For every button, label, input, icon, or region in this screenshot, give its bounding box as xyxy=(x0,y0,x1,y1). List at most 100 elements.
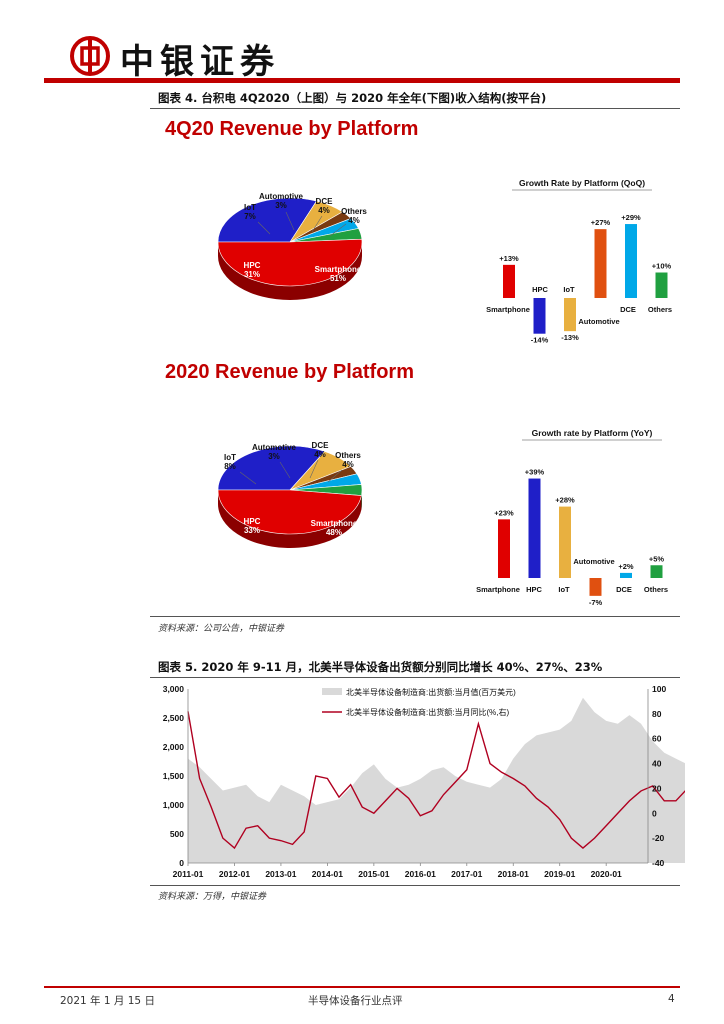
bar-category-dce: DCE xyxy=(616,585,632,594)
bar-value-others: +10% xyxy=(652,262,672,271)
bar-value-hpc: +39% xyxy=(525,468,545,477)
pie-label-others: Others xyxy=(341,207,367,216)
pie-label-dce: DCE xyxy=(316,197,334,206)
bar-value-dce: +2% xyxy=(618,562,634,571)
pie-label-iot: IoT xyxy=(244,203,256,212)
header-rule xyxy=(44,78,680,83)
bar-category-iot: IoT xyxy=(563,285,575,294)
pie-value-others: 4% xyxy=(348,216,360,225)
pie-value-others: 4% xyxy=(342,460,354,469)
bar-automotive xyxy=(589,578,602,596)
bar-category-automotive: Automotive xyxy=(573,557,614,566)
y-right-tick: -20 xyxy=(652,833,665,843)
pie-label-automotive: Automotive xyxy=(259,192,304,201)
pie-leader-automotive xyxy=(285,211,295,231)
x-tick-label: 2020-01 xyxy=(591,869,622,879)
bar-dce xyxy=(620,572,632,578)
x-tick-label: 2019-01 xyxy=(544,869,575,879)
x-tick-label: 2011-01 xyxy=(173,869,204,879)
y-right-tick: 0 xyxy=(652,808,657,818)
pie-label-dce: DCE xyxy=(312,441,330,450)
pie-label-automotive: Automotive xyxy=(252,443,297,452)
pie-leader-automotive xyxy=(279,461,291,479)
x-tick-label: 2012-01 xyxy=(219,869,250,879)
bar-category-smartphone: Smartphone xyxy=(476,585,520,594)
bar-category-others: Others xyxy=(648,305,672,314)
footer-rule xyxy=(44,986,680,988)
y-left-tick: 2,500 xyxy=(163,713,185,723)
footer-date: 2021 年 1 月 15 日 xyxy=(60,995,155,1007)
figure-4-bottom-rule xyxy=(150,616,680,617)
legend-label-area: 北美半导体设备制造商:出货额:当月值(百万美元) xyxy=(346,687,516,697)
pie-value-hpc: 31% xyxy=(244,270,260,279)
pie-leader-dce xyxy=(311,215,323,233)
figure-4-top-rule xyxy=(150,108,680,109)
bar-hpc xyxy=(528,478,541,578)
y-right-tick: 80 xyxy=(652,709,662,719)
y-left-tick: 1,500 xyxy=(163,771,185,781)
brand-logo-icon xyxy=(70,36,110,76)
pie-leader-others xyxy=(329,223,347,237)
bar-smartphone xyxy=(498,519,510,578)
pie-label-iot: IoT xyxy=(224,453,236,462)
bar-chart-qoq: Growth Rate by Platform (QoQ) +13% Smartph… xyxy=(486,178,672,345)
x-tick-label: 2016-01 xyxy=(405,869,436,879)
x-tick-label: 2015-01 xyxy=(358,869,389,879)
pie-label-hpc: HPC xyxy=(244,261,261,270)
pie-leader-iot xyxy=(257,221,271,235)
pie-value-automotive: 3% xyxy=(268,452,280,461)
bar-value-smartphone: +23% xyxy=(494,508,514,517)
pie-slice-smartphone xyxy=(217,489,362,535)
pie-value-iot: 8% xyxy=(224,462,236,471)
pie-label-others: Others xyxy=(335,451,361,460)
figure-5-top-rule xyxy=(150,677,680,678)
shipment-area xyxy=(188,697,685,863)
pie-label-hpc: HPC xyxy=(244,517,261,526)
legend-swatch-area xyxy=(322,688,342,695)
pie-slice-hpc xyxy=(217,197,317,243)
bar-value-dce: +29% xyxy=(621,213,641,222)
bar-value-hpc: -14% xyxy=(531,336,549,345)
pie-slice-smartphone xyxy=(217,238,363,287)
pie-label-smartphone: Smartphone xyxy=(315,265,362,274)
y-left-tick: 1,000 xyxy=(163,800,185,810)
y-right-tick: 40 xyxy=(652,759,662,769)
x-tick-label: 2014-01 xyxy=(312,869,343,879)
bar-category-hpc: HPC xyxy=(532,285,548,294)
bar-value-others: +5% xyxy=(649,554,665,563)
bar-iot xyxy=(559,506,571,578)
bar-value-iot: -13% xyxy=(561,333,579,342)
pie-value-hpc: 33% xyxy=(244,526,260,535)
pie-value-dce: 4% xyxy=(314,450,326,459)
bar-category-hpc: HPC xyxy=(526,585,542,594)
bar-category-dce: DCE xyxy=(620,305,636,314)
pie-leader-others xyxy=(327,469,343,483)
x-tick-label: 2018-01 xyxy=(498,869,529,879)
page-number: 4 xyxy=(668,993,675,1005)
bar-category-smartphone: Smartphone xyxy=(486,305,530,314)
pie-value-automotive: 3% xyxy=(275,201,287,210)
pie-value-iot: 7% xyxy=(244,212,256,221)
y-right-tick: 20 xyxy=(652,783,662,793)
bar-others xyxy=(650,565,663,578)
bar-others xyxy=(655,272,668,298)
pie-side-smartphone xyxy=(218,242,362,300)
y-left-tick: 3,000 xyxy=(163,684,185,694)
pie-value-dce: 4% xyxy=(318,206,330,215)
bar-category-others: Others xyxy=(644,585,668,594)
company-name: 中银证券 xyxy=(120,42,280,82)
pie-leader-iot xyxy=(239,471,257,485)
figure-5-bottom-rule xyxy=(150,885,680,886)
pie-chart-2020: Smartphone48%HPC33%IoT8%Automotive3%DCE4… xyxy=(217,441,363,549)
bar-iot xyxy=(564,298,576,332)
pie-2020-title: 2020 Revenue by Platform xyxy=(165,361,414,383)
bar-value-automotive: +27% xyxy=(591,218,611,227)
x-tick-label: 2017-01 xyxy=(451,869,482,879)
bar-chart-yoy: Growth rate by Platform (YoY) +23% Smartph… xyxy=(476,428,668,607)
figure-5-title: 图表 5. 2020 年 9-11 月，北美半导体设备出货额分别同比增长 40%… xyxy=(158,660,603,674)
figure-4-source: 资料来源：公司公告，中银证券 xyxy=(158,624,285,634)
y-right-tick: -40 xyxy=(652,858,665,868)
bar-category-iot: IoT xyxy=(558,585,570,594)
bar-value-smartphone: +13% xyxy=(499,254,519,263)
